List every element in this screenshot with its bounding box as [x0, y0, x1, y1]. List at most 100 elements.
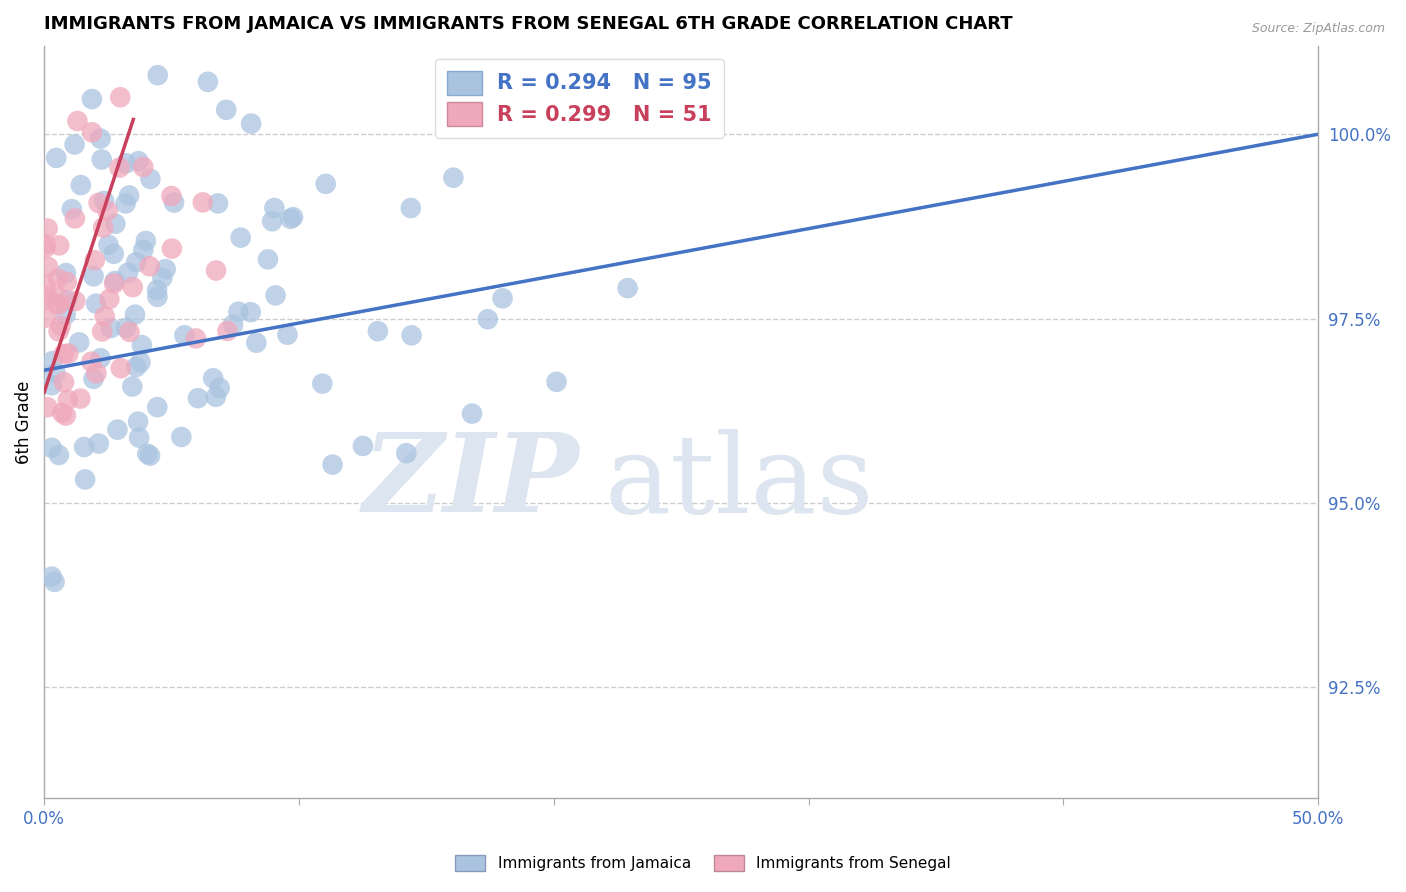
Point: [83, 253, 105, 268]
Point: [229, 230, 252, 244]
Point: [150, 270, 173, 285]
Point: [63, 137, 86, 152]
Y-axis label: 6th Grade: 6th Grade: [15, 380, 32, 464]
Point: [44, 574, 66, 589]
Point: [110, 361, 132, 376]
Point: [135, 234, 157, 248]
Point: [48, 238, 70, 252]
Point: [55, 308, 77, 322]
Point: [48, 297, 70, 311]
Point: [34, 241, 56, 255]
Point: [55, 409, 77, 423]
Point: [34, 278, 56, 293]
Legend: Immigrants from Jamaica, Immigrants from Senegal: Immigrants from Jamaica, Immigrants from…: [449, 849, 957, 877]
Point: [173, 328, 195, 343]
Point: [80, 354, 103, 368]
Point: [170, 430, 193, 444]
Point: [35, 310, 58, 325]
Point: [60, 202, 83, 216]
Point: [73, 440, 96, 454]
Point: [34, 237, 56, 252]
Point: [197, 75, 219, 89]
Point: [90, 351, 112, 366]
Point: [128, 431, 150, 445]
Point: [217, 324, 239, 338]
Point: [395, 446, 418, 460]
Point: [53, 376, 76, 390]
Point: [100, 321, 122, 335]
Point: [118, 188, 141, 202]
Point: [311, 376, 333, 391]
Point: [136, 447, 159, 461]
Point: [205, 263, 228, 277]
Point: [121, 280, 143, 294]
Point: [160, 242, 183, 256]
Point: [45, 297, 67, 311]
Point: [281, 210, 304, 224]
Point: [399, 201, 422, 215]
Point: [155, 262, 177, 277]
Point: [239, 305, 262, 319]
Point: [69, 392, 91, 406]
Point: [83, 372, 105, 386]
Point: [125, 359, 148, 374]
Point: [401, 328, 423, 343]
Point: [51, 406, 73, 420]
Point: [276, 327, 298, 342]
Point: [45, 366, 67, 380]
Point: [367, 324, 389, 338]
Point: [202, 371, 225, 385]
Point: [118, 325, 141, 339]
Point: [509, 112, 531, 126]
Point: [84, 296, 107, 310]
Point: [546, 375, 568, 389]
Point: [146, 68, 169, 82]
Point: [90, 153, 112, 167]
Point: [98, 292, 121, 306]
Point: [41, 441, 63, 455]
Point: [48, 324, 70, 338]
Point: [128, 154, 150, 169]
Point: [263, 201, 285, 215]
Point: [121, 379, 143, 393]
Point: [110, 90, 132, 104]
Point: [91, 325, 114, 339]
Point: [240, 117, 263, 131]
Point: [69, 178, 91, 193]
Point: [125, 255, 148, 269]
Point: [93, 194, 115, 208]
Point: [132, 243, 155, 257]
Point: [66, 114, 89, 128]
Point: [41, 569, 63, 583]
Point: [58, 346, 80, 360]
Point: [352, 439, 374, 453]
Point: [65, 294, 87, 309]
Point: [55, 275, 77, 289]
Point: [146, 283, 169, 297]
Point: [491, 291, 513, 305]
Point: [146, 400, 169, 414]
Point: [139, 449, 162, 463]
Point: [115, 321, 138, 335]
Point: [131, 338, 153, 352]
Legend: R = 0.294   N = 95, R = 0.299   N = 51: R = 0.294 N = 95, R = 0.299 N = 51: [434, 59, 724, 137]
Point: [117, 266, 139, 280]
Point: [115, 156, 138, 170]
Point: [257, 252, 280, 267]
Point: [41, 378, 63, 392]
Point: [262, 214, 284, 228]
Point: [146, 290, 169, 304]
Point: [104, 217, 127, 231]
Point: [48, 448, 70, 462]
Point: [93, 310, 115, 324]
Point: [461, 407, 484, 421]
Point: [103, 277, 125, 291]
Point: [91, 220, 114, 235]
Point: [280, 211, 302, 226]
Point: [97, 237, 120, 252]
Point: [215, 103, 238, 117]
Point: [315, 177, 337, 191]
Point: [160, 189, 183, 203]
Point: [80, 125, 103, 139]
Point: [163, 195, 186, 210]
